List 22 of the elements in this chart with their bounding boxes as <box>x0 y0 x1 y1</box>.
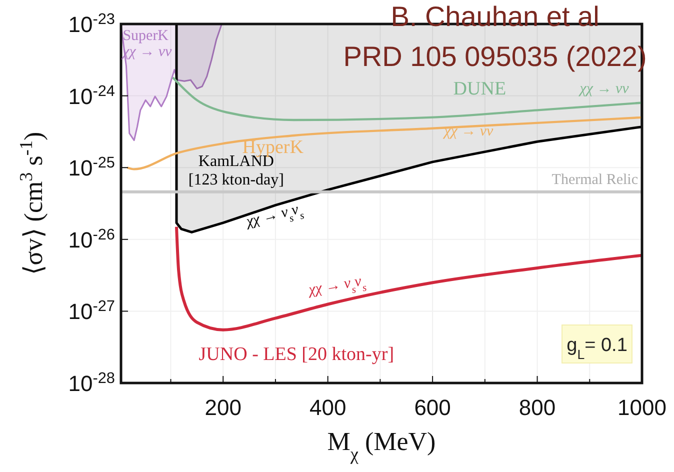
y-tick-label: 10$^{-28}$ <box>68 370 115 396</box>
series-label: JUNO - LES [20 kton-yr] <box>198 344 394 365</box>
series-label: HyperK <box>242 136 304 158</box>
y-tick-label: 10$^{-23}$ <box>68 10 115 37</box>
ref-line-label: Thermal Relic <box>552 172 638 188</box>
x-tick-label: 600 <box>414 395 451 420</box>
y-tick-label: 10$^{-25}$ <box>68 154 115 181</box>
annotation: χχ → νν <box>578 80 630 97</box>
line-series <box>172 76 642 122</box>
y-tick-label: 10$^{-27}$ <box>68 298 115 324</box>
line-series <box>126 116 642 170</box>
annotation: g$_{L}$= 0.1 <box>566 335 628 362</box>
y-tick-label: 10$^{-24}$ <box>68 82 116 109</box>
y-tick-label: 10$^{-26}$ <box>68 226 115 252</box>
series-label: DUNE <box>453 78 506 100</box>
x-tick-label: 200 <box>204 395 242 420</box>
x-tick-label: 800 <box>518 395 556 420</box>
x-tick-label: 1000 <box>618 395 666 420</box>
series-label: SuperK <box>122 28 169 44</box>
x-axis-title: M$_{χ}$ (MeV) <box>327 427 436 464</box>
x-tick-label: 400 <box>309 395 346 420</box>
annotation: χχ → νν <box>442 123 494 140</box>
